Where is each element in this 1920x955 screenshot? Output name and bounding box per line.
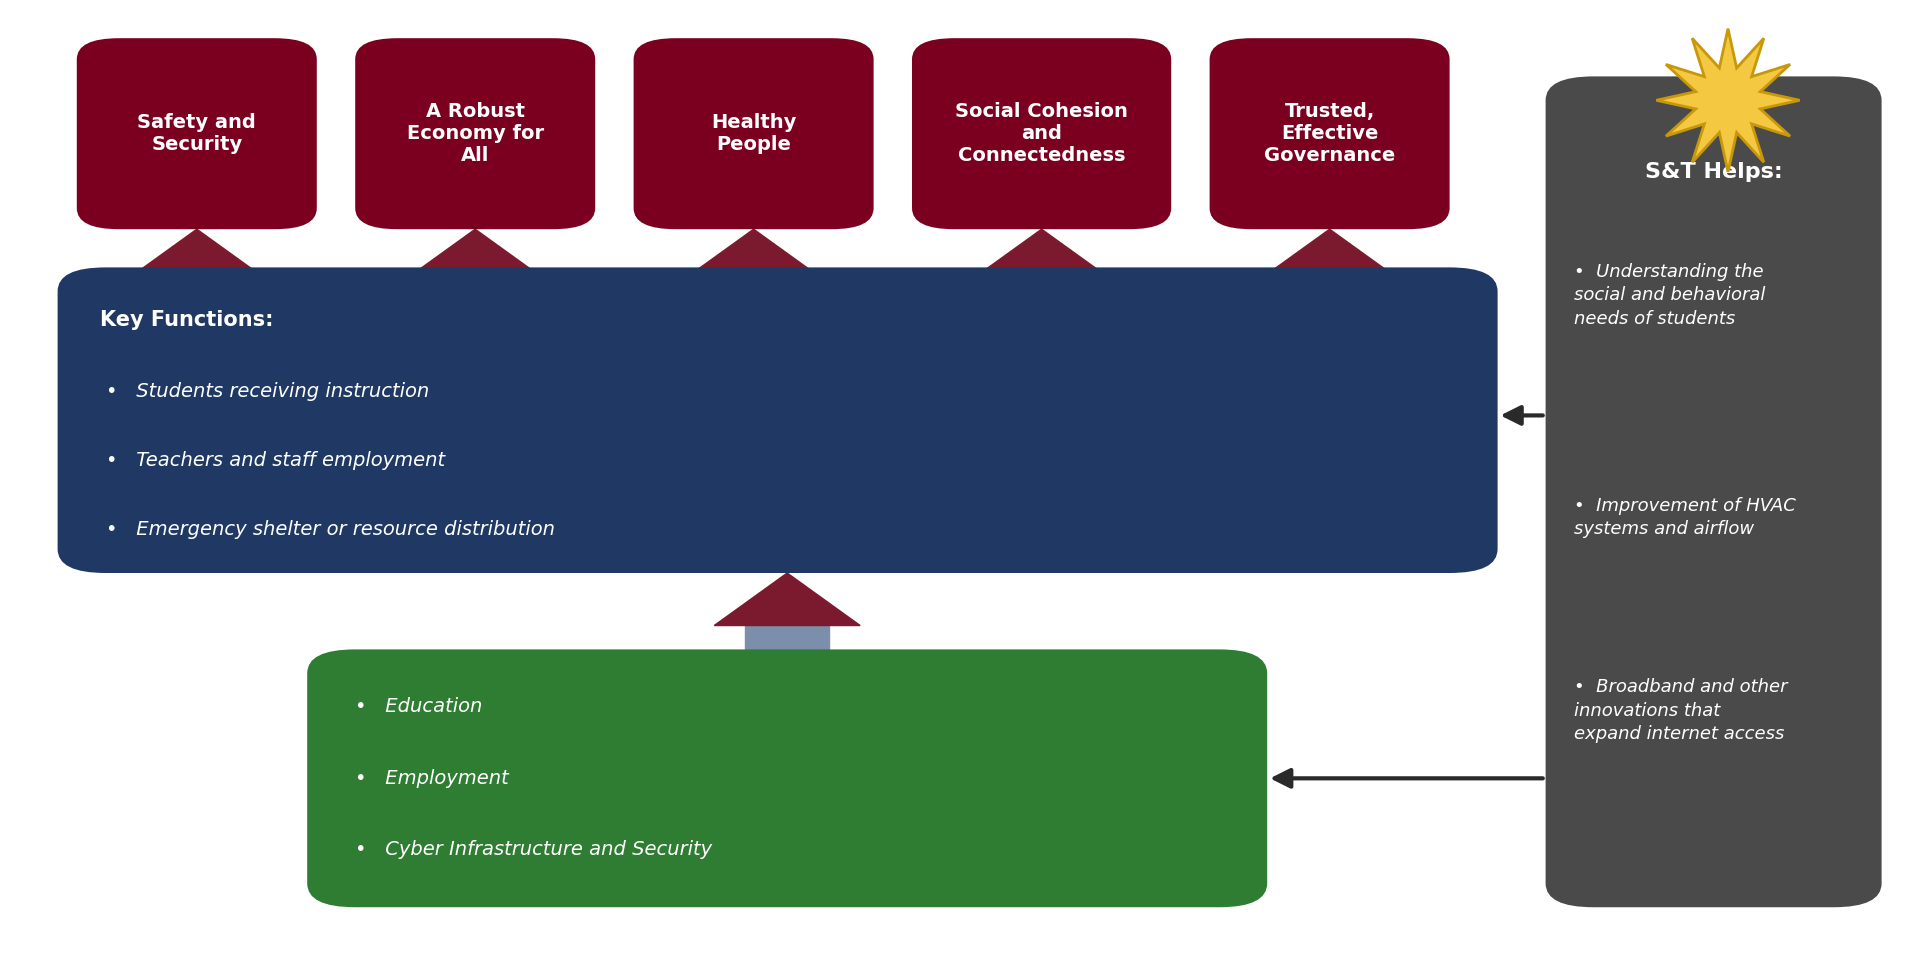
Text: Key Functions:: Key Functions: [100, 310, 273, 329]
Text: •   Students receiving instruction: • Students receiving instruction [106, 382, 428, 401]
Text: •   Emergency shelter or resource distribution: • Emergency shelter or resource distribu… [106, 520, 555, 539]
Text: •   Teachers and staff employment: • Teachers and staff employment [106, 451, 445, 470]
Text: Healthy
People: Healthy People [710, 114, 797, 154]
Text: •   Employment: • Employment [355, 769, 509, 788]
Polygon shape [968, 229, 1114, 282]
Polygon shape [403, 229, 549, 282]
FancyBboxPatch shape [77, 38, 317, 229]
Polygon shape [154, 267, 238, 282]
Text: •  Broadband and other
innovations that
expand internet access: • Broadband and other innovations that e… [1574, 678, 1788, 743]
FancyBboxPatch shape [634, 38, 874, 229]
Text: Social Cohesion
and
Connectedness: Social Cohesion and Connectedness [954, 102, 1129, 165]
Polygon shape [682, 229, 826, 282]
Polygon shape [1256, 229, 1402, 282]
FancyBboxPatch shape [1210, 38, 1450, 229]
Text: A Robust
Economy for
All: A Robust Economy for All [407, 102, 543, 165]
FancyBboxPatch shape [1546, 76, 1882, 907]
Polygon shape [714, 573, 860, 626]
Text: •   Education: • Education [355, 697, 482, 716]
Text: •   Cyber Infrastructure and Security: • Cyber Infrastructure and Security [355, 840, 712, 860]
Polygon shape [434, 267, 518, 282]
Text: Safety and
Security: Safety and Security [138, 114, 255, 154]
Text: S&T Helps:: S&T Helps: [1645, 162, 1782, 181]
FancyBboxPatch shape [912, 38, 1171, 229]
Polygon shape [1286, 267, 1371, 282]
Polygon shape [745, 626, 829, 649]
Polygon shape [1657, 29, 1799, 172]
Text: •  Improvement of HVAC
systems and airflow: • Improvement of HVAC systems and airflo… [1574, 497, 1797, 539]
FancyBboxPatch shape [355, 38, 595, 229]
Polygon shape [123, 229, 269, 282]
FancyBboxPatch shape [307, 649, 1267, 907]
Polygon shape [998, 267, 1083, 282]
Text: Trusted,
Effective
Governance: Trusted, Effective Governance [1263, 102, 1396, 165]
Text: •  Understanding the
social and behavioral
needs of students: • Understanding the social and behaviora… [1574, 263, 1766, 328]
Polygon shape [710, 267, 797, 282]
FancyBboxPatch shape [58, 267, 1498, 573]
